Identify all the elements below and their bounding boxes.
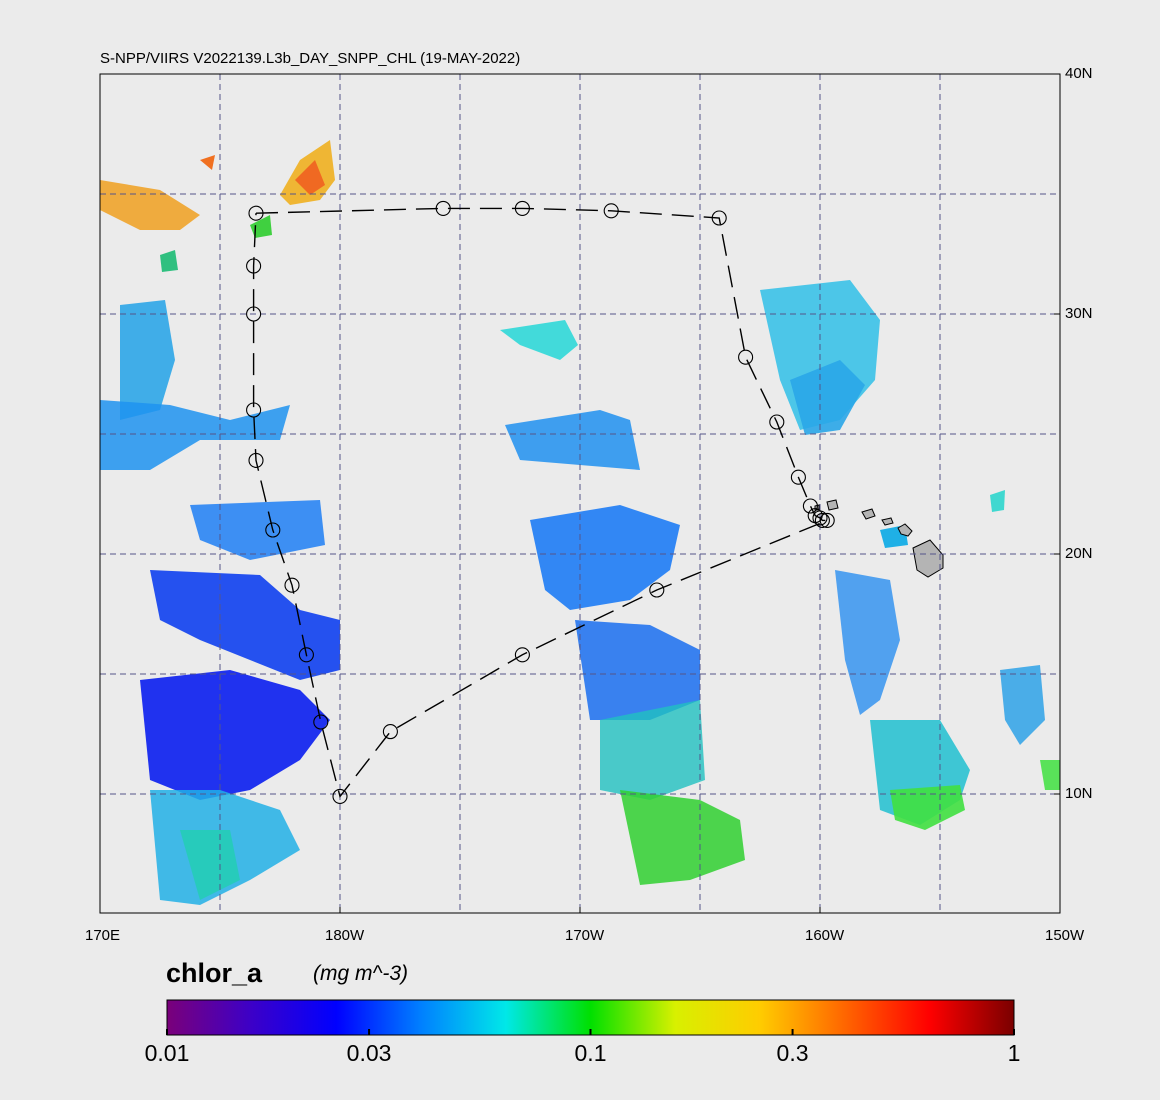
- colorbar-tick-label: 1: [1007, 1040, 1021, 1066]
- latitude-label: 40N: [1065, 65, 1093, 82]
- latitude-label: 20N: [1065, 545, 1093, 562]
- station-marker: [514, 647, 530, 663]
- axis-ticks: [99, 73, 1061, 913]
- station-marker: [603, 203, 619, 219]
- cruise-track: [246, 200, 835, 804]
- station-marker: [248, 452, 264, 468]
- station-marker: [790, 469, 806, 485]
- station-marker: [284, 577, 300, 593]
- colorbar-ticks: [166, 1029, 1015, 1035]
- map-title: S-NPP/VIIRS V2022139.L3b_DAY_SNPP_CHL (1…: [100, 50, 521, 67]
- hawaiian-islands: [814, 499, 944, 578]
- longitude-label: 150W: [1045, 927, 1085, 944]
- station-marker: [313, 714, 329, 730]
- colorbar-tick-label: 0.3: [776, 1040, 809, 1066]
- colorbar-tick-label: 0.01: [144, 1040, 190, 1066]
- station-marker: [298, 647, 314, 663]
- colorbar-variable: chlor_a: [166, 958, 263, 988]
- colorbar-tick-label: 0.03: [346, 1040, 392, 1066]
- station-marker: [819, 512, 835, 528]
- longitude-label: 160W: [805, 927, 845, 944]
- station-marker: [769, 414, 785, 430]
- station-marker: [738, 349, 754, 365]
- station-marker: [514, 200, 530, 216]
- colorbar-units: (mg m^-3): [313, 962, 409, 985]
- latitude-label: 30N: [1065, 305, 1093, 322]
- station-marker: [246, 402, 262, 418]
- station-marker: [246, 258, 262, 274]
- station-marker: [382, 724, 398, 740]
- track-line: [252, 207, 828, 798]
- station-marker: [649, 582, 665, 598]
- graticule: [100, 74, 1060, 913]
- longitude-label: 170E: [85, 927, 121, 944]
- station-marker: [332, 788, 348, 804]
- colorbar-tick-label: 0.1: [574, 1040, 607, 1066]
- station-marker: [711, 210, 727, 226]
- station-marker: [812, 510, 828, 526]
- station-marker: [265, 522, 281, 538]
- station-marker: [802, 498, 818, 514]
- station-marker: [248, 205, 264, 221]
- longitude-label: 180W: [325, 927, 365, 944]
- station-marker: [814, 512, 830, 528]
- longitude-label: 170W: [565, 927, 605, 944]
- latitude-label: 10N: [1065, 785, 1093, 802]
- station-marker: [435, 200, 451, 216]
- station-marker: [246, 306, 262, 322]
- chlorophyll-swaths: [100, 140, 1060, 905]
